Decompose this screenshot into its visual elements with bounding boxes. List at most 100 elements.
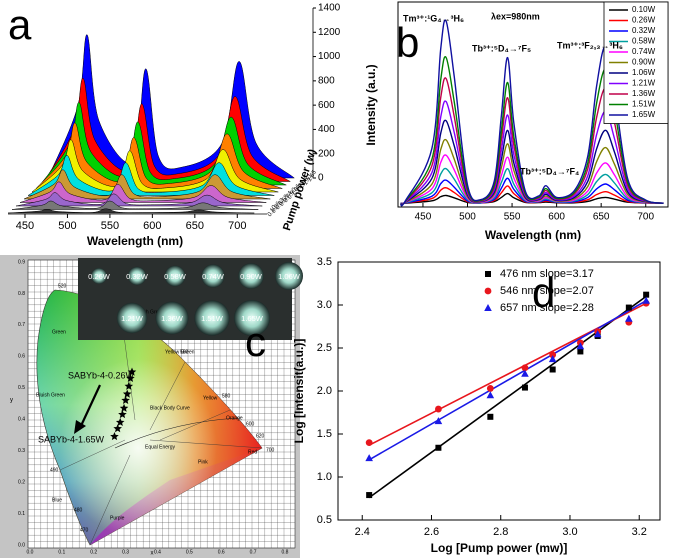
locus-white bbox=[36, 290, 262, 545]
x-tick-label: 0.8 bbox=[282, 549, 289, 555]
photo-glow bbox=[201, 264, 225, 288]
z-tick-label: 200 bbox=[318, 148, 335, 159]
x-tick-label: 0.7 bbox=[250, 549, 257, 555]
y-tick-label: 0.8 bbox=[18, 291, 25, 297]
photo-glow bbox=[91, 268, 107, 284]
y-tick-label: 2.5 bbox=[317, 342, 332, 354]
y-tick-label: 2.0 bbox=[317, 385, 332, 397]
data-point bbox=[486, 391, 495, 399]
peak-annotation: Tm³⁺:¹G₄→³H₆ bbox=[403, 13, 464, 23]
photo-glow bbox=[164, 265, 186, 287]
legend-label: 1.36W bbox=[632, 89, 656, 98]
x-axis-label: x bbox=[151, 551, 154, 557]
region-label: Equal Energy bbox=[145, 444, 176, 450]
photo-glow bbox=[234, 300, 270, 336]
locus-label: 470 bbox=[80, 527, 89, 533]
x-axis-label: Log [Pump power (mw)] bbox=[431, 541, 568, 555]
slice-label: 1.06 bbox=[291, 183, 302, 197]
data-point bbox=[548, 355, 557, 363]
legend-label: 476 nm slope=3.17 bbox=[500, 268, 594, 280]
photo-glow bbox=[116, 302, 148, 334]
y-axis-label: Log [Intensit(a.u.)] bbox=[292, 339, 306, 444]
x-tick-label: 2.6 bbox=[424, 526, 439, 538]
locus-label: 480 bbox=[74, 507, 83, 513]
data-point bbox=[484, 287, 492, 295]
region-label: Orange bbox=[226, 415, 243, 421]
legend-label: 0.26W bbox=[632, 16, 656, 25]
data-point bbox=[365, 454, 373, 462]
data-point bbox=[366, 492, 373, 499]
y-tick-label: 0.7 bbox=[18, 322, 25, 328]
peak-annotation: λex=980nm bbox=[491, 11, 540, 21]
z-tick-label: 1000 bbox=[318, 51, 341, 62]
spectrum-line bbox=[400, 138, 664, 205]
legend-label: 1.65W bbox=[632, 110, 656, 119]
x-tick-label: 0.3 bbox=[122, 549, 129, 555]
locus-label: 700 bbox=[266, 447, 275, 453]
x-tick-label: 0.4 bbox=[154, 549, 161, 555]
region-label: Yellow Green bbox=[165, 349, 195, 355]
data-point bbox=[521, 364, 529, 372]
slice-label: 0.32 bbox=[275, 197, 286, 211]
cie-point bbox=[119, 403, 129, 412]
photo-label: 0.90W bbox=[240, 272, 263, 281]
photo-glow bbox=[127, 266, 147, 286]
locus-label: 490 bbox=[50, 467, 59, 473]
x-tick-label: 550 bbox=[504, 212, 521, 223]
y-tick-label: 0.5 bbox=[18, 385, 25, 391]
cie-point bbox=[121, 395, 130, 404]
slice-label: 1.36 bbox=[299, 176, 310, 190]
x-tick-label: 650 bbox=[593, 212, 610, 223]
locus-label: 600 bbox=[246, 421, 255, 427]
slice-label: 0.26 bbox=[271, 201, 282, 215]
region-label: Green bbox=[52, 329, 66, 335]
y-tick-label: 3.0 bbox=[317, 299, 332, 311]
x-tick-label: 3.2 bbox=[632, 526, 647, 538]
x-tick-label: 0.6 bbox=[218, 549, 225, 555]
photo-label: 0.26W bbox=[88, 272, 111, 281]
cie-point bbox=[127, 367, 137, 376]
region-label: Bluish Green bbox=[36, 392, 65, 398]
data-point bbox=[576, 342, 585, 350]
legend-label: 0.90W bbox=[632, 58, 656, 67]
legend-label: 546 nm slope=2.07 bbox=[500, 285, 594, 297]
legend-label: 0.74W bbox=[632, 47, 656, 56]
peak-annotation: Tb³⁺:⁵D₄→⁷F₄ bbox=[520, 166, 579, 176]
region-label: Purple bbox=[110, 515, 125, 521]
x-tick-label: 600 bbox=[143, 220, 161, 232]
x-tick-label: 500 bbox=[58, 220, 76, 232]
photo-glow bbox=[238, 263, 264, 289]
slice-label: 1.51 bbox=[303, 173, 314, 186]
cie-point bbox=[126, 373, 135, 382]
annotation-arrow bbox=[79, 384, 101, 429]
data-point bbox=[486, 385, 494, 392]
cie-point bbox=[122, 389, 132, 398]
y-tick-label: 0.0 bbox=[18, 542, 25, 548]
cie-point bbox=[124, 381, 134, 390]
panel-label: d bbox=[532, 269, 555, 316]
x-tick-label: 0.5 bbox=[186, 549, 193, 555]
cie-locus bbox=[36, 289, 263, 546]
data-point bbox=[485, 271, 491, 277]
y-axis-label: y bbox=[10, 398, 13, 404]
slice-label: 0.90 bbox=[287, 187, 298, 201]
x-tick-label: 500 bbox=[459, 212, 476, 223]
y-tick-label: 1.5 bbox=[317, 428, 332, 440]
data-point bbox=[625, 314, 633, 322]
data-point bbox=[521, 384, 528, 391]
spectrum-slice bbox=[7, 208, 255, 214]
peak-annotation: Tm³⁺:³F₂,₃→³H₆ bbox=[557, 40, 623, 50]
slice-label: 1.65 bbox=[307, 169, 318, 183]
spectrum-line bbox=[399, 119, 664, 206]
y-tick-label: 0.6 bbox=[18, 354, 25, 360]
fit-line bbox=[368, 300, 647, 461]
sample-annotation: SABYb-4-0.26W bbox=[68, 370, 135, 380]
data-point bbox=[487, 413, 494, 420]
legend-label: 1.21W bbox=[632, 79, 656, 88]
plot-frame bbox=[337, 261, 661, 521]
black-body-curve bbox=[114, 417, 241, 449]
panel-label: c bbox=[245, 318, 266, 365]
data-point bbox=[643, 291, 650, 298]
region-label: Pink bbox=[198, 459, 208, 465]
peak-annotation: Tb³⁺:⁵D₄→⁷F₅ bbox=[472, 43, 531, 53]
